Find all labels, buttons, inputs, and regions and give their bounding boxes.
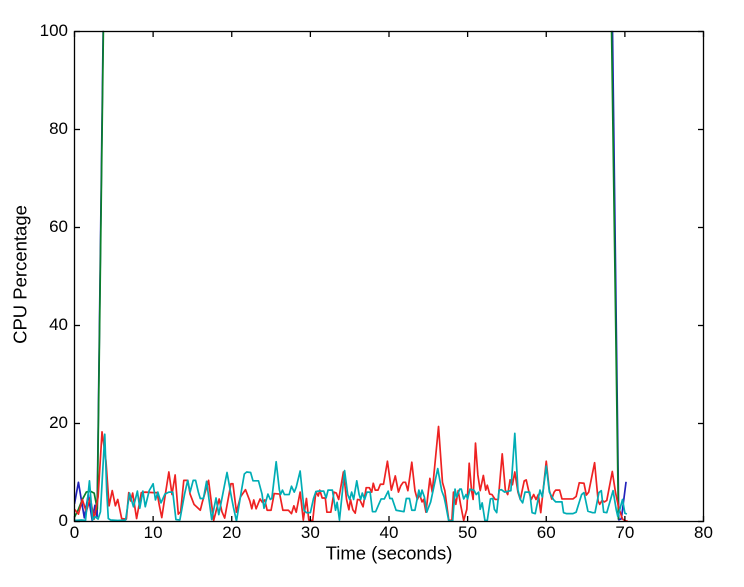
svg-text:30: 30 [301, 523, 320, 542]
svg-text:50: 50 [458, 523, 477, 542]
svg-text:CPU Percentage: CPU Percentage [10, 205, 31, 344]
svg-text:60: 60 [49, 217, 68, 236]
svg-text:20: 20 [49, 413, 68, 432]
svg-text:Time (seconds): Time (seconds) [326, 543, 453, 564]
svg-text:0: 0 [59, 511, 68, 530]
svg-text:40: 40 [49, 315, 68, 334]
svg-text:80: 80 [694, 523, 713, 542]
svg-text:70: 70 [615, 523, 634, 542]
svg-text:100: 100 [40, 21, 68, 40]
svg-text:20: 20 [222, 523, 241, 542]
svg-text:60: 60 [537, 523, 556, 542]
svg-text:10: 10 [144, 523, 163, 542]
svg-text:40: 40 [380, 523, 399, 542]
svg-text:80: 80 [49, 119, 68, 138]
svg-text:0: 0 [70, 523, 79, 542]
